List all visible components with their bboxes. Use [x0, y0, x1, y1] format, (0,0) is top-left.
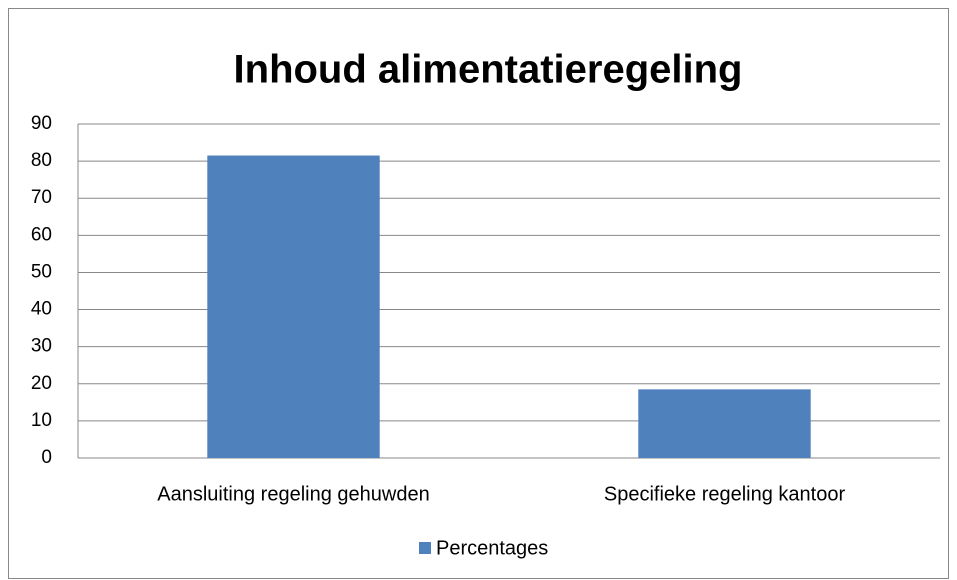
y-tick-label: 70 [31, 187, 52, 208]
chart-title: Inhoud alimentatieregeling [234, 48, 743, 92]
y-tick-label: 90 [31, 113, 52, 134]
x-tick-label: Aansluiting regeling gehuwden [157, 483, 429, 505]
chart-border [8, 8, 949, 579]
bar [638, 389, 811, 458]
y-tick-label: 80 [31, 150, 52, 171]
y-tick-label: 0 [41, 447, 52, 468]
x-tick-label: Specifieke regeling kantoor [604, 483, 846, 505]
y-tick-label: 60 [31, 224, 52, 245]
y-tick-label: 20 [31, 373, 52, 394]
legend-swatch [419, 542, 431, 554]
bar [207, 155, 380, 459]
y-tick-label: 10 [31, 410, 52, 431]
y-tick-label: 50 [31, 261, 52, 282]
y-tick-label: 30 [31, 336, 52, 357]
legend-label: Percentages [436, 537, 548, 559]
y-tick-label: 40 [31, 299, 52, 320]
